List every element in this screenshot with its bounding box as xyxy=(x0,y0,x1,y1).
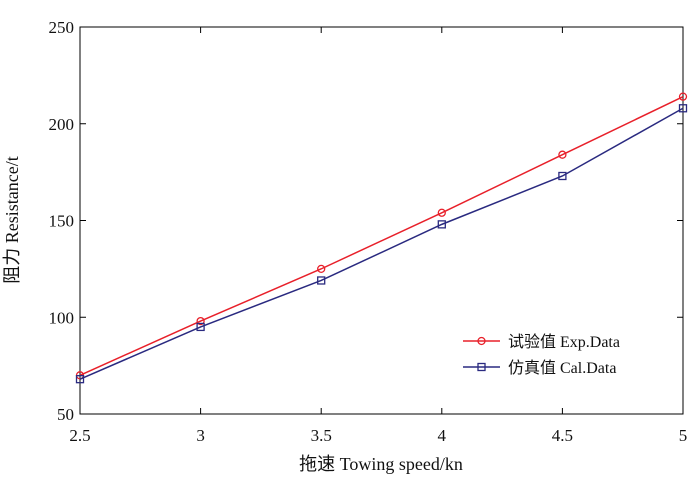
x-tick-label: 3.5 xyxy=(311,426,332,445)
x-tick-label: 4 xyxy=(438,426,447,445)
legend-square-marker-icon xyxy=(477,362,486,372)
legend-circle-marker-icon xyxy=(477,336,486,346)
legend-label-exp: 试验值 Exp.Data xyxy=(508,333,620,351)
x-tick-label: 5 xyxy=(679,426,688,445)
x-tick-label: 3 xyxy=(196,426,205,445)
y-tick-label: 250 xyxy=(49,18,75,37)
x-tick-label: 4.5 xyxy=(552,426,573,445)
series-layer xyxy=(75,92,688,384)
data-point-circle xyxy=(558,150,567,159)
data-point-circle xyxy=(196,316,205,326)
y-axis-title: 阻力 Resistance/t xyxy=(2,156,22,283)
data-point-square xyxy=(196,322,205,332)
data-point-circle xyxy=(678,92,688,101)
series-line-1 xyxy=(79,107,684,380)
data-point-circle xyxy=(317,264,326,274)
data-point-square xyxy=(75,375,85,384)
x-tick-label: 2.5 xyxy=(69,426,90,445)
data-point-circle xyxy=(437,208,446,217)
legend-label-cal: 仿真值 Cal.Data xyxy=(508,359,616,377)
data-point-square xyxy=(317,276,326,285)
data-point-square xyxy=(437,220,446,229)
legend: 试验值 Exp.Data 仿真值 Cal.Data xyxy=(457,327,677,381)
y-tick-label: 150 xyxy=(49,212,75,231)
axis-ticks: 2.5 3 3.5 4 4.5 5 50 100 150 200 250 xyxy=(49,18,688,445)
series-line-0 xyxy=(79,95,684,376)
legend-box xyxy=(457,327,677,381)
y-tick-label: 50 xyxy=(57,405,74,424)
y-tick-label: 100 xyxy=(49,308,75,327)
data-point-square xyxy=(558,171,567,181)
data-point-square xyxy=(678,104,688,113)
y-tick-label: 200 xyxy=(49,115,75,134)
x-axis-title: 拖速 Towing speed/kn xyxy=(299,454,463,474)
